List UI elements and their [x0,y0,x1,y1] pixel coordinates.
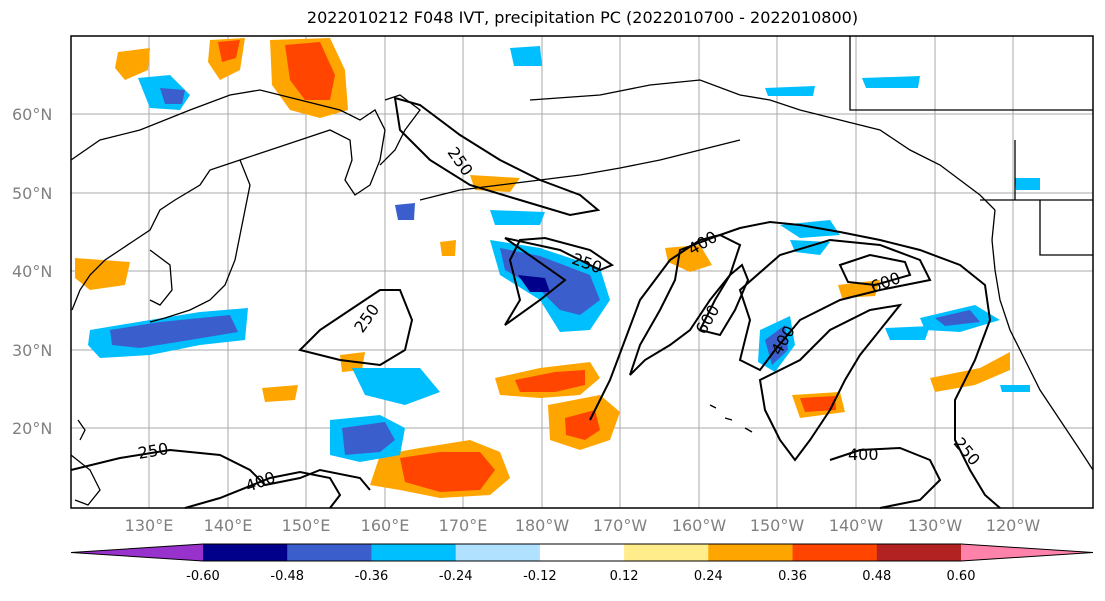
ivt-contour-600 [838,253,912,287]
positive-anomaly-area [285,42,335,100]
negative-anomaly-area [342,422,395,455]
lon-tick-label: 170°W [593,516,648,535]
canada-boundary [849,36,1093,111]
alaska-coastline [529,79,996,211]
ivt-contour-400 [758,303,903,462]
lon-tick-label: 160°W [672,516,727,535]
colorbar-tick-label: 0.60 [947,569,976,584]
contour-labels: 250 250 250 250 250 400 400 400 600 600 … [136,144,983,496]
lon-tick-label: 140°W [829,516,884,535]
lat-tick-label: 30°N [12,341,52,360]
lat-tick-label: 60°N [12,105,52,124]
colorbar-tick-label: 0.24 [694,569,723,584]
colorbar-tick-label: -0.24 [439,569,473,584]
negative-anomaly-area [1000,385,1030,392]
ivt-contour-250 [589,220,1001,509]
negative-anomaly-area [160,88,185,104]
lat-tick-label: 20°N [12,419,52,438]
chart-title: 2022010212 F048 IVT, precipitation PC (2… [306,8,859,27]
colorbar-segment [539,544,625,561]
colorbar-extend-min [71,544,203,561]
lon-tick-label: 130°E [125,516,174,535]
taiwan-coastline [77,419,86,441]
korea-coastline [149,249,173,306]
ivt-contour-400 [829,446,942,509]
lon-tick-label: 140°E [204,516,253,535]
lon-tick-label: 130°W [908,516,963,535]
ivt-contour-400 [738,238,932,372]
philippines-coastline [70,454,101,506]
lat-tick-label: 40°N [12,262,52,281]
latitude-axis: 60°N 50°N 40°N 30°N 20°N [12,105,52,438]
ivt-contour-250 [393,96,601,217]
negative-anomaly-area [510,46,542,66]
negative-anomaly-area [885,326,930,340]
negative-anomaly-area [352,368,440,405]
north-america-west-coast [991,209,1094,471]
lon-tick-label: 120°W [986,516,1041,535]
colorbar-tick-label: -0.60 [186,569,220,584]
ivt-contour-400 [184,470,342,509]
negative-anomaly-area [1015,178,1040,190]
colorbar-segment [203,544,288,561]
colorbar-tick-label: -0.48 [270,569,304,584]
ivt-contour-600 [698,263,750,337]
japan-coastline [149,159,251,323]
colorbar-segment [792,544,878,561]
ivt-contours [70,96,1001,509]
negative-anomaly-area [500,248,600,315]
colorbar-tick-label: -0.12 [523,569,557,584]
lat-tick-label: 50°N [12,184,52,203]
lon-tick-label: 160°E [361,516,410,535]
kamchatka-coastline [379,94,421,166]
negative-anomaly-area [862,76,920,88]
colorbar-segment [371,544,457,561]
colorbar-segment [287,544,372,561]
colorbar: -0.60 -0.48 -0.36 -0.24 -0.12 0.12 0.24 0.36 0.4… [70,543,1094,584]
colorbar-tick-label: 0.36 [778,569,807,584]
asia-coastline [70,89,386,311]
positive-anomaly-area [115,48,150,80]
negative-anomaly-area [395,203,415,220]
negative-anomaly-area [765,86,815,96]
positive-anomaly-area [75,258,130,290]
lon-tick-label: 150°W [750,516,805,535]
state-boundary [1039,200,1093,256]
ivt-contour-250 [70,448,371,491]
aleutian-chain [419,139,741,201]
ivt-contour-250 [504,236,615,326]
colorbar-tick-label: 0.48 [862,569,891,584]
negative-anomaly-area [935,310,980,326]
colorbar-segment [455,544,541,561]
negative-anomaly-area [490,210,545,225]
colorbar-extend-max [961,544,1093,561]
positive-anomaly-area [218,40,240,62]
coastlines [70,36,1094,506]
negative-anomaly-area [110,315,238,348]
positive-anomaly-area [440,240,456,256]
contour-label: 400 [848,445,879,464]
ivt-contour-250 [298,289,414,367]
ivt-contour-400 [629,233,742,376]
colorbar-tick-label: -0.36 [355,569,389,584]
lon-tick-label: 170°E [439,516,488,535]
positive-anomaly-area [800,396,836,412]
positive-anomaly-area [400,452,495,492]
lon-tick-label: 180°W [515,516,570,535]
colorbar-segment [708,544,794,561]
longitude-axis: 130°E 140°E 150°E 160°E 170°E 180°W 170°… [125,516,1041,535]
colorbar-outline [70,543,1094,562]
positive-anomaly-area [262,385,298,402]
hawaii-islands [709,404,753,433]
colorbar-tick-label: 0.12 [610,569,639,584]
map-frame [70,35,1094,509]
positive-anomaly-area [515,370,585,392]
colorbar-segment [876,544,962,561]
colorbar-segment [624,544,709,561]
lon-tick-label: 150°E [282,516,331,535]
negative-anomaly-area [518,275,550,292]
